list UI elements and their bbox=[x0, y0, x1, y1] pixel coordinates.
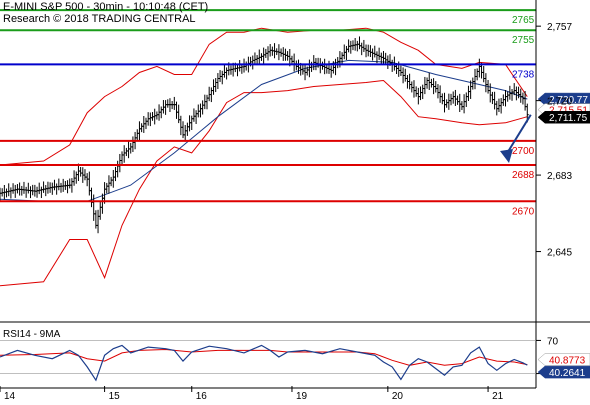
price-badge-bg bbox=[537, 92, 590, 106]
x-tick-label: 21 bbox=[492, 391, 504, 400]
price-badge-label: 2,711.75 bbox=[549, 113, 588, 124]
y-tick-label: 2,683 bbox=[547, 171, 572, 182]
price-badge-label: 2,720.77 bbox=[549, 95, 588, 106]
x-tick-label: 14 bbox=[4, 391, 16, 400]
level-label: 2670 bbox=[512, 206, 535, 217]
chart-credit: Research © 2018 TRADING CENTRAL bbox=[3, 13, 196, 25]
forecast-arrow-shaft bbox=[505, 114, 532, 156]
forecast-arrow bbox=[500, 114, 532, 163]
x-tick-label: 15 bbox=[109, 391, 121, 400]
level-label: 2765 bbox=[512, 15, 535, 26]
level-label: 2700 bbox=[512, 146, 535, 157]
price-badge-bg bbox=[537, 110, 590, 124]
y-tick-label: 2,757 bbox=[547, 22, 572, 33]
rsi-line bbox=[0, 344, 528, 382]
price-badge: 2,720.77 bbox=[537, 92, 590, 106]
x-tick-label: 16 bbox=[196, 391, 208, 400]
ma-line bbox=[0, 59, 528, 202]
y-axis: 2,757 2,720 2,683 2,645 bbox=[0, 0, 590, 388]
price-badge: 2,711.75 bbox=[537, 110, 590, 124]
forecast-arrow-head bbox=[500, 149, 513, 163]
rsi-badge-bg bbox=[537, 365, 590, 379]
x-tick-label: 20 bbox=[392, 391, 404, 400]
rsi-badge: 40.2641 bbox=[537, 365, 590, 379]
band-lower-line bbox=[0, 79, 528, 287]
chart-title: E-MINI S&P 500 - 30min - 10:10:48 (CET) bbox=[3, 1, 209, 13]
level-lines: 2765 2755 2738 2700 2688 2670 bbox=[0, 9, 536, 217]
price-badges: 2,720.772,715.512,711.75 bbox=[537, 92, 590, 124]
level-label: 2738 bbox=[512, 69, 535, 80]
x-tick-label: 19 bbox=[296, 391, 308, 400]
rsi-badge-label: 40.2641 bbox=[549, 368, 586, 379]
moving-average bbox=[0, 59, 528, 202]
rsi-tick-label: 70 bbox=[547, 336, 559, 347]
level-label: 2755 bbox=[512, 35, 535, 46]
rsi-badge: 40.8773 bbox=[537, 353, 590, 367]
rsi-ma-line bbox=[0, 348, 528, 366]
rsi-badge-bg bbox=[537, 353, 590, 366]
candles-group bbox=[0, 36, 529, 234]
x-axis: 14 15 16 19 20 21 bbox=[0, 386, 536, 402]
rsi-label: RSI14 - 9MA bbox=[3, 329, 61, 340]
rsi-badge-label: 40.8773 bbox=[549, 356, 586, 367]
y-tick-label: 2,720 bbox=[547, 97, 572, 108]
level-label: 2688 bbox=[512, 170, 535, 181]
y-tick-label: 2,645 bbox=[547, 248, 572, 259]
